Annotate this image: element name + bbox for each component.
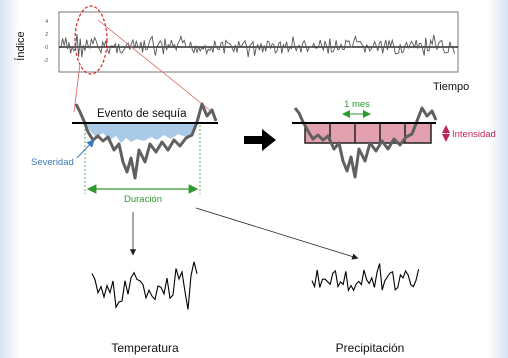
y-axis-label: Índice — [14, 31, 27, 60]
duration-label: Duración — [124, 194, 162, 205]
severity-area — [86, 123, 199, 143]
severity-pointer — [76, 139, 95, 159]
tick-label: 0 — [45, 45, 48, 51]
precipitation-label: Precipitación — [336, 341, 405, 355]
zoom-ellipse — [74, 5, 108, 75]
index-chart: Índice 4 2 0 -2 Tiempo — [14, 5, 469, 93]
x-axis-label: Tiempo — [433, 81, 469, 93]
intensity-label: Intensidad — [452, 129, 496, 140]
index-series-line — [60, 33, 456, 58]
zoom-line-left — [73, 63, 81, 113]
severity-label: Severidad — [31, 157, 74, 168]
index-chart-frame — [58, 11, 459, 73]
temperature-label: Temperatura — [111, 341, 179, 355]
monthly-series-line — [293, 106, 438, 179]
temperature-series-line — [91, 261, 198, 310]
tick-label: 4 — [45, 19, 48, 25]
drought-series-line — [74, 102, 218, 180]
transform-arrow-icon — [244, 129, 276, 151]
precipitation-series-line — [311, 263, 420, 293]
arrow-to-precipitation — [195, 207, 359, 260]
drought-event-title: Evento de sequía — [97, 108, 187, 120]
zoom-line-right — [97, 19, 213, 113]
month-label: 1 mes — [344, 99, 370, 110]
tick-label: 2 — [45, 32, 48, 38]
drought-event-panel: Evento de sequía Severidad Duración — [31, 102, 218, 205]
tick-label: -2 — [44, 58, 49, 64]
monthly-intensity-panel: 1 mes Intensidad — [292, 99, 496, 179]
